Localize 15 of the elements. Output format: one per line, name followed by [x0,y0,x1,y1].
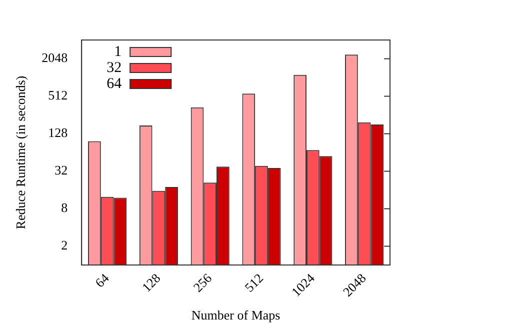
y-tick-label: 32 [54,162,68,178]
x-tick-label: 512 [242,270,266,295]
x-tick-label: 256 [190,270,215,295]
x-axis-title: Number of Maps [191,308,280,323]
x-tick-label: 128 [138,270,164,295]
y-tick-label: 128 [48,125,68,140]
y-axis-title: Reduce Runtime (in seconds) [13,76,28,230]
y-tick-label: 512 [48,88,68,103]
y-tick-label: 8 [61,200,68,216]
legend-label: 64 [106,76,122,92]
y-tick-label: 2048 [42,50,68,66]
legend-label: 1 [114,44,122,60]
y-tick-label: 2 [61,238,68,253]
legend-label: 32 [106,60,122,76]
x-tick-label: 64 [92,270,112,290]
